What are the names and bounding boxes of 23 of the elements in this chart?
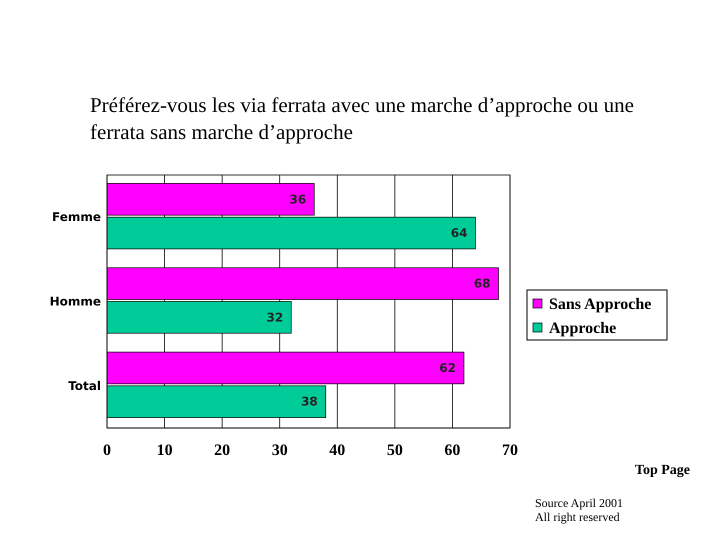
x-tick-label: 30 xyxy=(272,442,288,459)
x-tick-label: 50 xyxy=(386,442,403,459)
y-tick-label: Total xyxy=(68,378,101,393)
x-tick-label: 20 xyxy=(214,442,230,459)
data-label: 68 xyxy=(474,276,490,291)
text: Top Page xyxy=(634,463,690,478)
x-tick-label: 40 xyxy=(329,442,346,459)
legend-label: Approche xyxy=(549,320,616,337)
legend-label: Sans Approche xyxy=(549,296,652,313)
data-label: 62 xyxy=(439,360,456,375)
data-label: 32 xyxy=(266,310,284,324)
x-tick-label: 70 xyxy=(502,442,518,459)
text: All right reserved xyxy=(535,510,620,524)
chart-title: Préférez-vous les via ferrata avec une marche d’approche ou une ferrata sans marche d’approche xyxy=(90,92,635,146)
x-tick-label: 10 xyxy=(156,442,173,459)
data-label: 36 xyxy=(290,192,306,206)
data-label: 64 xyxy=(450,226,468,240)
source-note: Source April 2001 xyxy=(535,496,623,510)
x-tick-label: 0 xyxy=(103,442,111,459)
data-label: 38 xyxy=(301,394,318,409)
y-tick-label: Femme xyxy=(52,210,101,224)
y-tick-label: Homme xyxy=(50,294,101,308)
x-tick-label: 60 xyxy=(444,442,460,459)
